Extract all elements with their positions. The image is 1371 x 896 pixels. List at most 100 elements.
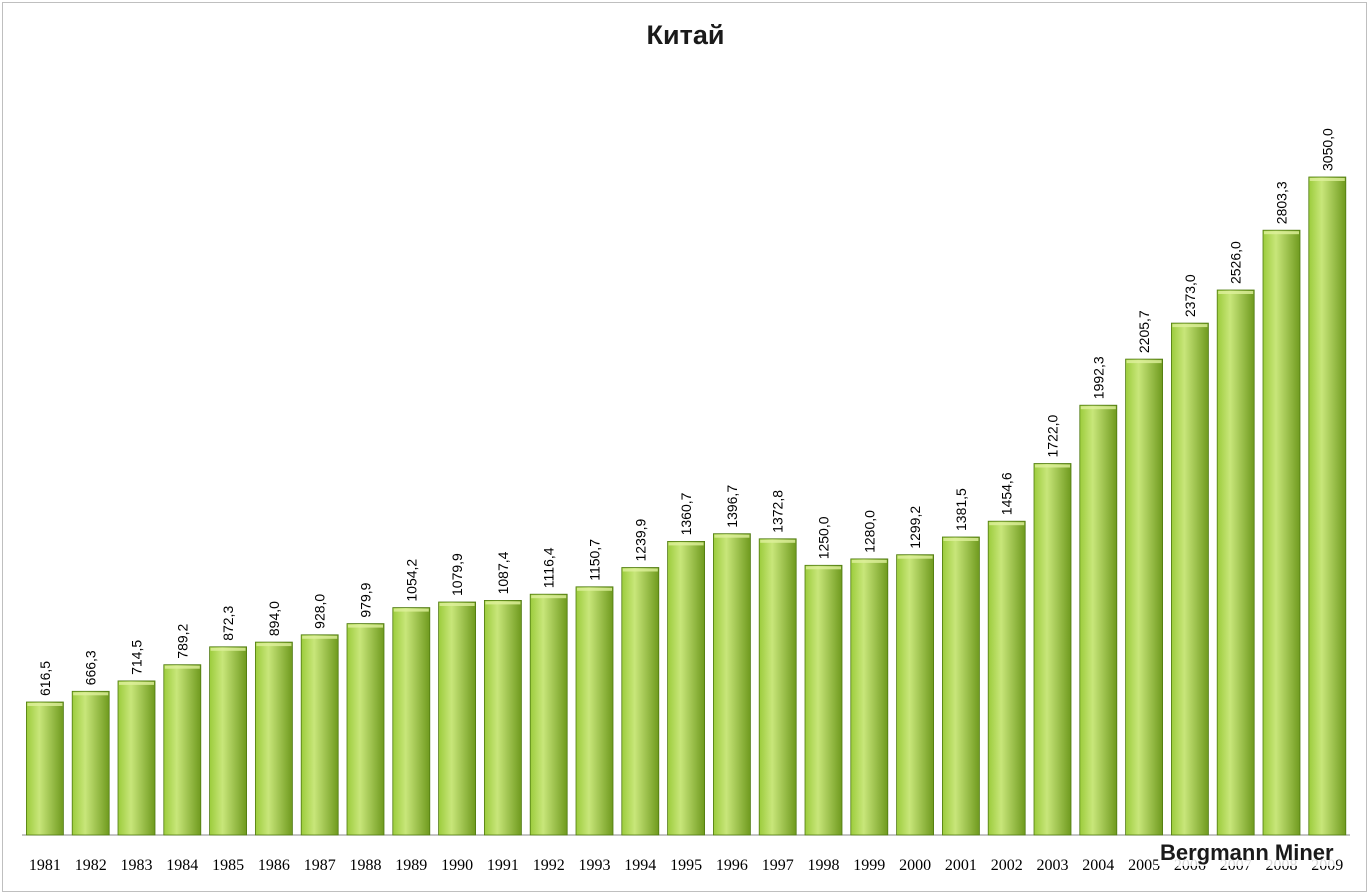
bar-1999 [850, 558, 889, 836]
x-tick-label-2001: 2001 [945, 857, 977, 874]
value-label-1991: 1087,4 [495, 551, 511, 594]
bar-2006 [1171, 322, 1209, 836]
x-tick-label-1992: 1992 [533, 857, 565, 874]
bar-top-highlight-2001 [943, 538, 979, 541]
bar-2007 [1216, 289, 1255, 836]
x-tick-label-2005: 2005 [1128, 857, 1160, 874]
bar-top-highlight-1986 [256, 643, 292, 647]
x-tick-label-1999: 1999 [853, 857, 885, 874]
x-tick-label-1993: 1993 [579, 857, 611, 874]
value-label-1988: 979,9 [358, 582, 374, 617]
value-label-1985: 872,3 [220, 606, 236, 641]
value-label-1995: 1360,7 [678, 492, 694, 535]
bar-1992 [529, 593, 568, 836]
value-label-1999: 1280,0 [861, 510, 877, 553]
bar-top-highlight-1996 [714, 534, 750, 538]
x-tick-label-1983: 1983 [121, 857, 153, 874]
bar-top-highlight-2002 [989, 522, 1025, 526]
x-tick-label-1998: 1998 [808, 857, 840, 874]
bar-top-highlight-2003 [1035, 464, 1070, 468]
bar-top-highlight-1981 [27, 703, 63, 706]
bar-2004 [1079, 404, 1118, 836]
bar-1987 [300, 634, 339, 836]
bar-1996 [713, 533, 751, 836]
bar-1998 [804, 564, 843, 836]
bar-1981 [25, 701, 64, 836]
bar-1993 [575, 586, 614, 836]
x-tick-label-2004: 2004 [1082, 857, 1114, 874]
x-tick-label-1996: 1996 [716, 857, 748, 874]
bar-2000 [896, 554, 934, 836]
value-label-2008: 2803,3 [1274, 181, 1290, 224]
value-label-1987: 928,0 [312, 594, 328, 629]
x-tick-label-1994: 1994 [624, 857, 656, 874]
x-tick-label-2000: 2000 [899, 857, 931, 874]
bar-1983 [117, 680, 156, 836]
bar-top-highlight-1985 [210, 647, 246, 651]
x-tick-label-1991: 1991 [487, 857, 519, 874]
bar-2005 [1125, 358, 1163, 836]
value-label-1990: 1079,9 [449, 553, 465, 596]
bar-1982 [71, 690, 110, 836]
bar-2008 [1262, 229, 1301, 836]
bar-top-highlight-1998 [806, 566, 841, 570]
value-label-1984: 789,2 [174, 623, 190, 658]
bar-1994 [621, 567, 660, 836]
bar-top-highlight-1990 [439, 603, 475, 606]
x-tick-label-1997: 1997 [762, 857, 794, 874]
value-label-2007: 2526,0 [1228, 241, 1244, 284]
value-label-1982: 666,3 [83, 650, 99, 685]
bar-top-highlight-1988 [348, 624, 383, 628]
value-label-2009: 3050,0 [1319, 128, 1335, 171]
bar-1995 [667, 541, 705, 836]
bar-1986 [254, 641, 293, 836]
x-tick-label-1987: 1987 [304, 857, 336, 874]
x-tick-label-1989: 1989 [395, 857, 427, 874]
x-tick-labels-group: 1981 1982 1983 1984 1985 1986 1987 1988 1989 1990… [29, 857, 1343, 874]
bar-top-highlight-2004 [1080, 406, 1116, 410]
watermark-text: Bergmann Miner [1158, 840, 1336, 866]
value-label-2000: 1299,2 [907, 506, 923, 549]
bar-top-highlight-2007 [1218, 291, 1254, 294]
x-tick-label-1981: 1981 [29, 857, 61, 874]
bar-2003 [1033, 463, 1072, 836]
value-label-1998: 1250,0 [816, 516, 832, 559]
value-label-2002: 1454,6 [999, 472, 1015, 515]
value-label-1986: 894,0 [266, 601, 282, 636]
bar-top-highlight-1983 [119, 681, 154, 685]
value-label-1981: 616,5 [37, 661, 53, 696]
bar-top-highlight-1997 [760, 539, 796, 543]
x-tick-label-1982: 1982 [75, 857, 107, 874]
bar-2002 [987, 520, 1026, 836]
bar-top-highlight-2000 [897, 555, 933, 559]
x-tick-label-1988: 1988 [350, 857, 382, 874]
value-label-1989: 1054,2 [403, 559, 419, 602]
value-label-2003: 1722,0 [1045, 414, 1061, 457]
x-tick-label-1990: 1990 [441, 857, 473, 874]
bar-top-highlight-1984 [164, 665, 200, 669]
bar-1984 [163, 664, 202, 836]
bar-1991 [483, 600, 522, 836]
bar-top-highlight-2008 [1264, 231, 1299, 235]
value-label-1992: 1116,4 [541, 547, 557, 588]
bar-1985 [209, 646, 248, 836]
chart-title: Китай [646, 20, 725, 50]
bar-top-highlight-2009 [1309, 178, 1345, 181]
bars-group [25, 176, 1347, 836]
bar-top-highlight-1987 [302, 635, 338, 639]
value-label-1983: 714,5 [129, 640, 145, 675]
bar-top-highlight-1999 [851, 559, 887, 563]
value-label-1996: 1396,7 [724, 485, 740, 528]
value-label-2001: 1381,5 [953, 488, 969, 531]
bar-top-highlight-1991 [485, 601, 521, 605]
bar-top-highlight-1994 [622, 568, 658, 572]
value-label-2004: 1992,3 [1090, 356, 1106, 399]
bar-top-highlight-1982 [73, 692, 109, 696]
value-label-2006: 2373,0 [1182, 274, 1198, 317]
bar-top-highlight-2006 [1172, 324, 1208, 328]
bar-2009 [1308, 176, 1347, 836]
bar-1988 [346, 623, 385, 836]
bar-top-highlight-1992 [531, 595, 567, 599]
bar-top-highlight-1989 [393, 608, 429, 612]
value-label-1993: 1150,7 [587, 539, 603, 581]
